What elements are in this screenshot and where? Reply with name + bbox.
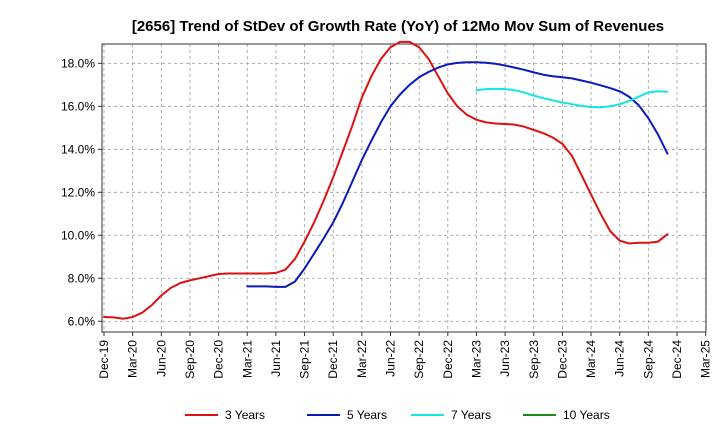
x-tick-label: Dec-19 [97,340,111,379]
y-tick-label: 8.0% [68,271,96,285]
x-tick-label: Mar-23 [469,340,483,378]
y-tick-label: 10.0% [61,228,95,242]
x-tick-label: Sep-20 [183,340,197,379]
x-tick-label: Mar-22 [355,340,369,378]
y-tick-label: 12.0% [61,185,95,199]
grid-layer [102,44,707,332]
x-tick-label: Jun-24 [613,340,627,377]
x-tick-label: Jun-21 [269,340,283,377]
legend-label: 7 Years [451,408,491,422]
series-line-5-years [246,61,669,288]
x-tick-label: Dec-21 [326,340,340,379]
x-tick-label: Sep-22 [412,340,426,379]
y-tick-label: 14.0% [61,142,95,156]
x-tick-label: Dec-24 [670,340,684,379]
x-tick-label: Mar-20 [126,340,140,378]
plot-area [101,43,707,333]
x-tick-label: Sep-23 [527,340,541,379]
x-axis: Dec-19 Mar-20 Jun-20 Sep-20 Dec-20 Mar-21 Jun-… [97,332,713,379]
y-tick-label: 16.0% [61,99,95,113]
x-tick-label: Dec-22 [441,340,455,379]
x-tick-label: Sep-21 [298,340,312,379]
x-tick-label: Mar-25 [699,340,713,378]
y-axis: 6.0% 8.0% 10.0% 12.0% 14.0% 16.0% 18.0% [61,56,102,328]
legend: 3 Years 5 Years 7 Years 10 Years [185,408,610,422]
legend-label: 3 Years [225,408,265,422]
x-tick-label: Sep-24 [641,340,655,379]
series-line-7-years [475,87,669,109]
y-tick-label: 6.0% [68,314,96,328]
series-layer [103,40,669,320]
x-tick-label: Dec-20 [212,340,226,379]
x-tick-label: Mar-21 [240,340,254,378]
x-tick-label: Jun-23 [498,340,512,377]
x-tick-label: Mar-24 [584,340,598,378]
x-tick-label: Jun-22 [384,340,398,377]
legend-label: 10 Years [563,408,610,422]
series-line-3-years [103,40,669,320]
x-tick-label: Dec-23 [555,340,569,379]
chart-title: [2656] Trend of StDev of Growth Rate (Yo… [132,18,664,35]
y-tick-label: 18.0% [61,56,95,70]
x-tick-label: Jun-20 [154,340,168,377]
legend-label: 5 Years [347,408,387,422]
